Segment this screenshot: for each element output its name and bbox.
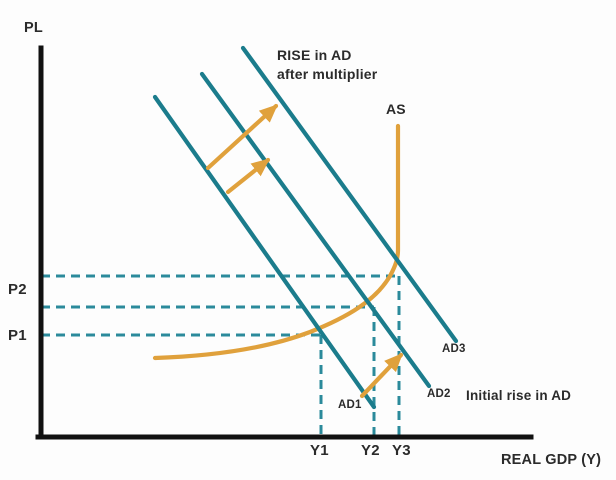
x-axis-label: REAL GDP (Y): [501, 452, 602, 468]
output-label-y1: Y1: [310, 442, 329, 459]
price-label-p1: P1: [8, 327, 27, 344]
curve-label-ad2: AD2: [427, 388, 451, 400]
output-label-y3: Y3: [392, 442, 411, 459]
arrow-multiplier-lower: [225, 157, 271, 195]
ad3-curve: [240, 45, 459, 344]
shift-arrows: [205, 103, 404, 399]
output-label-y2: Y2: [361, 442, 380, 459]
annotation-multiplier-line1: RISE in AD: [277, 47, 352, 63]
ad-curves: [152, 45, 459, 410]
curve-label-ad1: AD1: [338, 399, 362, 411]
arrow-initial-rise: [359, 352, 404, 399]
ad1-curve: [152, 94, 377, 410]
arrow-multiplier-upper: [205, 103, 279, 171]
guide-lines: [41, 274, 401, 437]
curve-label-ad3: AD3: [442, 343, 466, 355]
annotation-initial-rise: Initial rise in AD: [466, 388, 572, 403]
y-axis-label: PL: [24, 20, 43, 36]
annotation-multiplier-line2: after multiplier: [277, 66, 378, 82]
as-curve: [152, 123, 401, 361]
price-label-p2: P2: [8, 281, 27, 298]
curve-label-as: AS: [386, 101, 406, 117]
axes: [35, 45, 534, 440]
ad2-curve: [199, 71, 432, 389]
